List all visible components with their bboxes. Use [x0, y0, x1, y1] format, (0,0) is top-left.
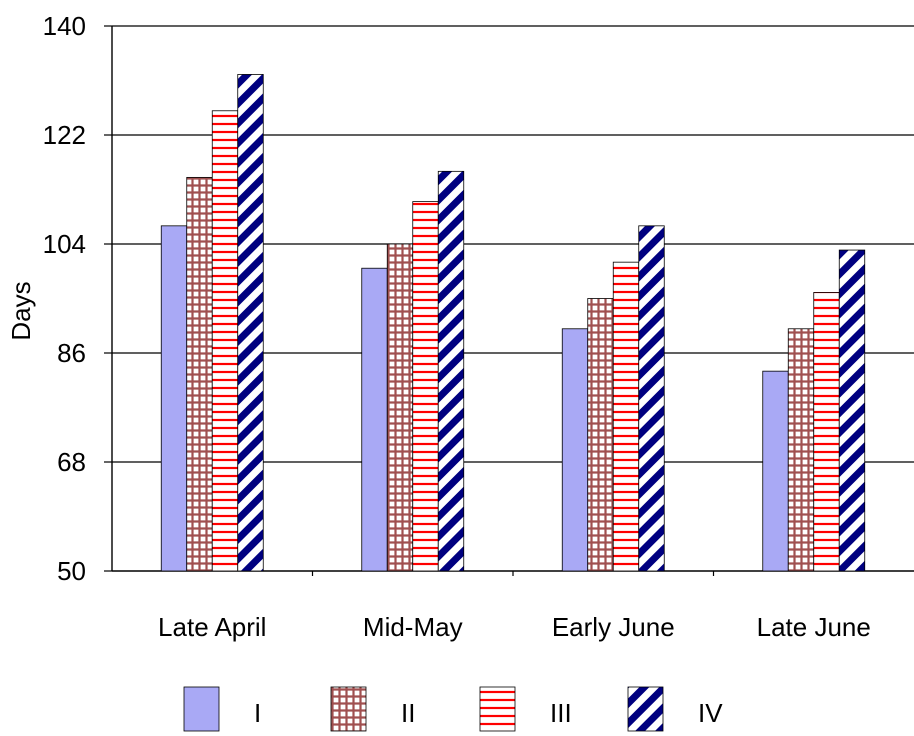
bar-IV-0	[237, 74, 264, 572]
bar-I-2	[561, 328, 589, 572]
legend-swatch-II	[330, 686, 367, 732]
legend-swatch-IV	[627, 686, 664, 732]
bar-II-0	[186, 176, 213, 572]
y-tick-label: 68	[57, 447, 86, 477]
bar-III-3	[813, 292, 840, 572]
bar-IV-1	[437, 170, 465, 572]
x-tick-label: Late April	[158, 612, 266, 642]
legend: I II III IV	[183, 686, 723, 732]
bar-III-2	[612, 261, 640, 572]
bar-II-1	[386, 243, 414, 572]
legend-label-IV: IV	[698, 698, 723, 728]
legend-label-III: III	[550, 698, 572, 728]
x-tick-label: Mid-May	[363, 612, 463, 642]
y-tick-label: 50	[57, 556, 86, 586]
bar-II-2	[587, 298, 614, 572]
y-tick-label: 86	[57, 338, 86, 368]
legend-label-I: I	[254, 698, 261, 728]
legend-label-II: II	[401, 698, 415, 728]
axis-labels: 50 68 86 104 122 140 Late April Mid-May Early Ju…	[43, 11, 871, 642]
bar-II-3	[787, 328, 815, 572]
bar-IV-3	[838, 249, 866, 572]
y-tick-label: 140	[43, 11, 86, 41]
legend-swatch-I	[183, 686, 220, 732]
bar-I-3	[762, 370, 789, 572]
bar-III-0	[211, 110, 239, 572]
bar-I-0	[160, 225, 188, 572]
legend-swatch-III	[479, 686, 516, 732]
bars	[160, 74, 866, 572]
x-tick-label: Early June	[552, 612, 675, 642]
x-tick-label: Late June	[757, 612, 871, 642]
y-tick-label: 104	[43, 229, 86, 259]
bar-III-1	[412, 201, 439, 572]
y-tick-label: 122	[43, 120, 86, 150]
bar-IV-2	[638, 225, 665, 572]
y-axis-label: Days	[6, 281, 36, 340]
bar-I-1	[361, 267, 388, 572]
